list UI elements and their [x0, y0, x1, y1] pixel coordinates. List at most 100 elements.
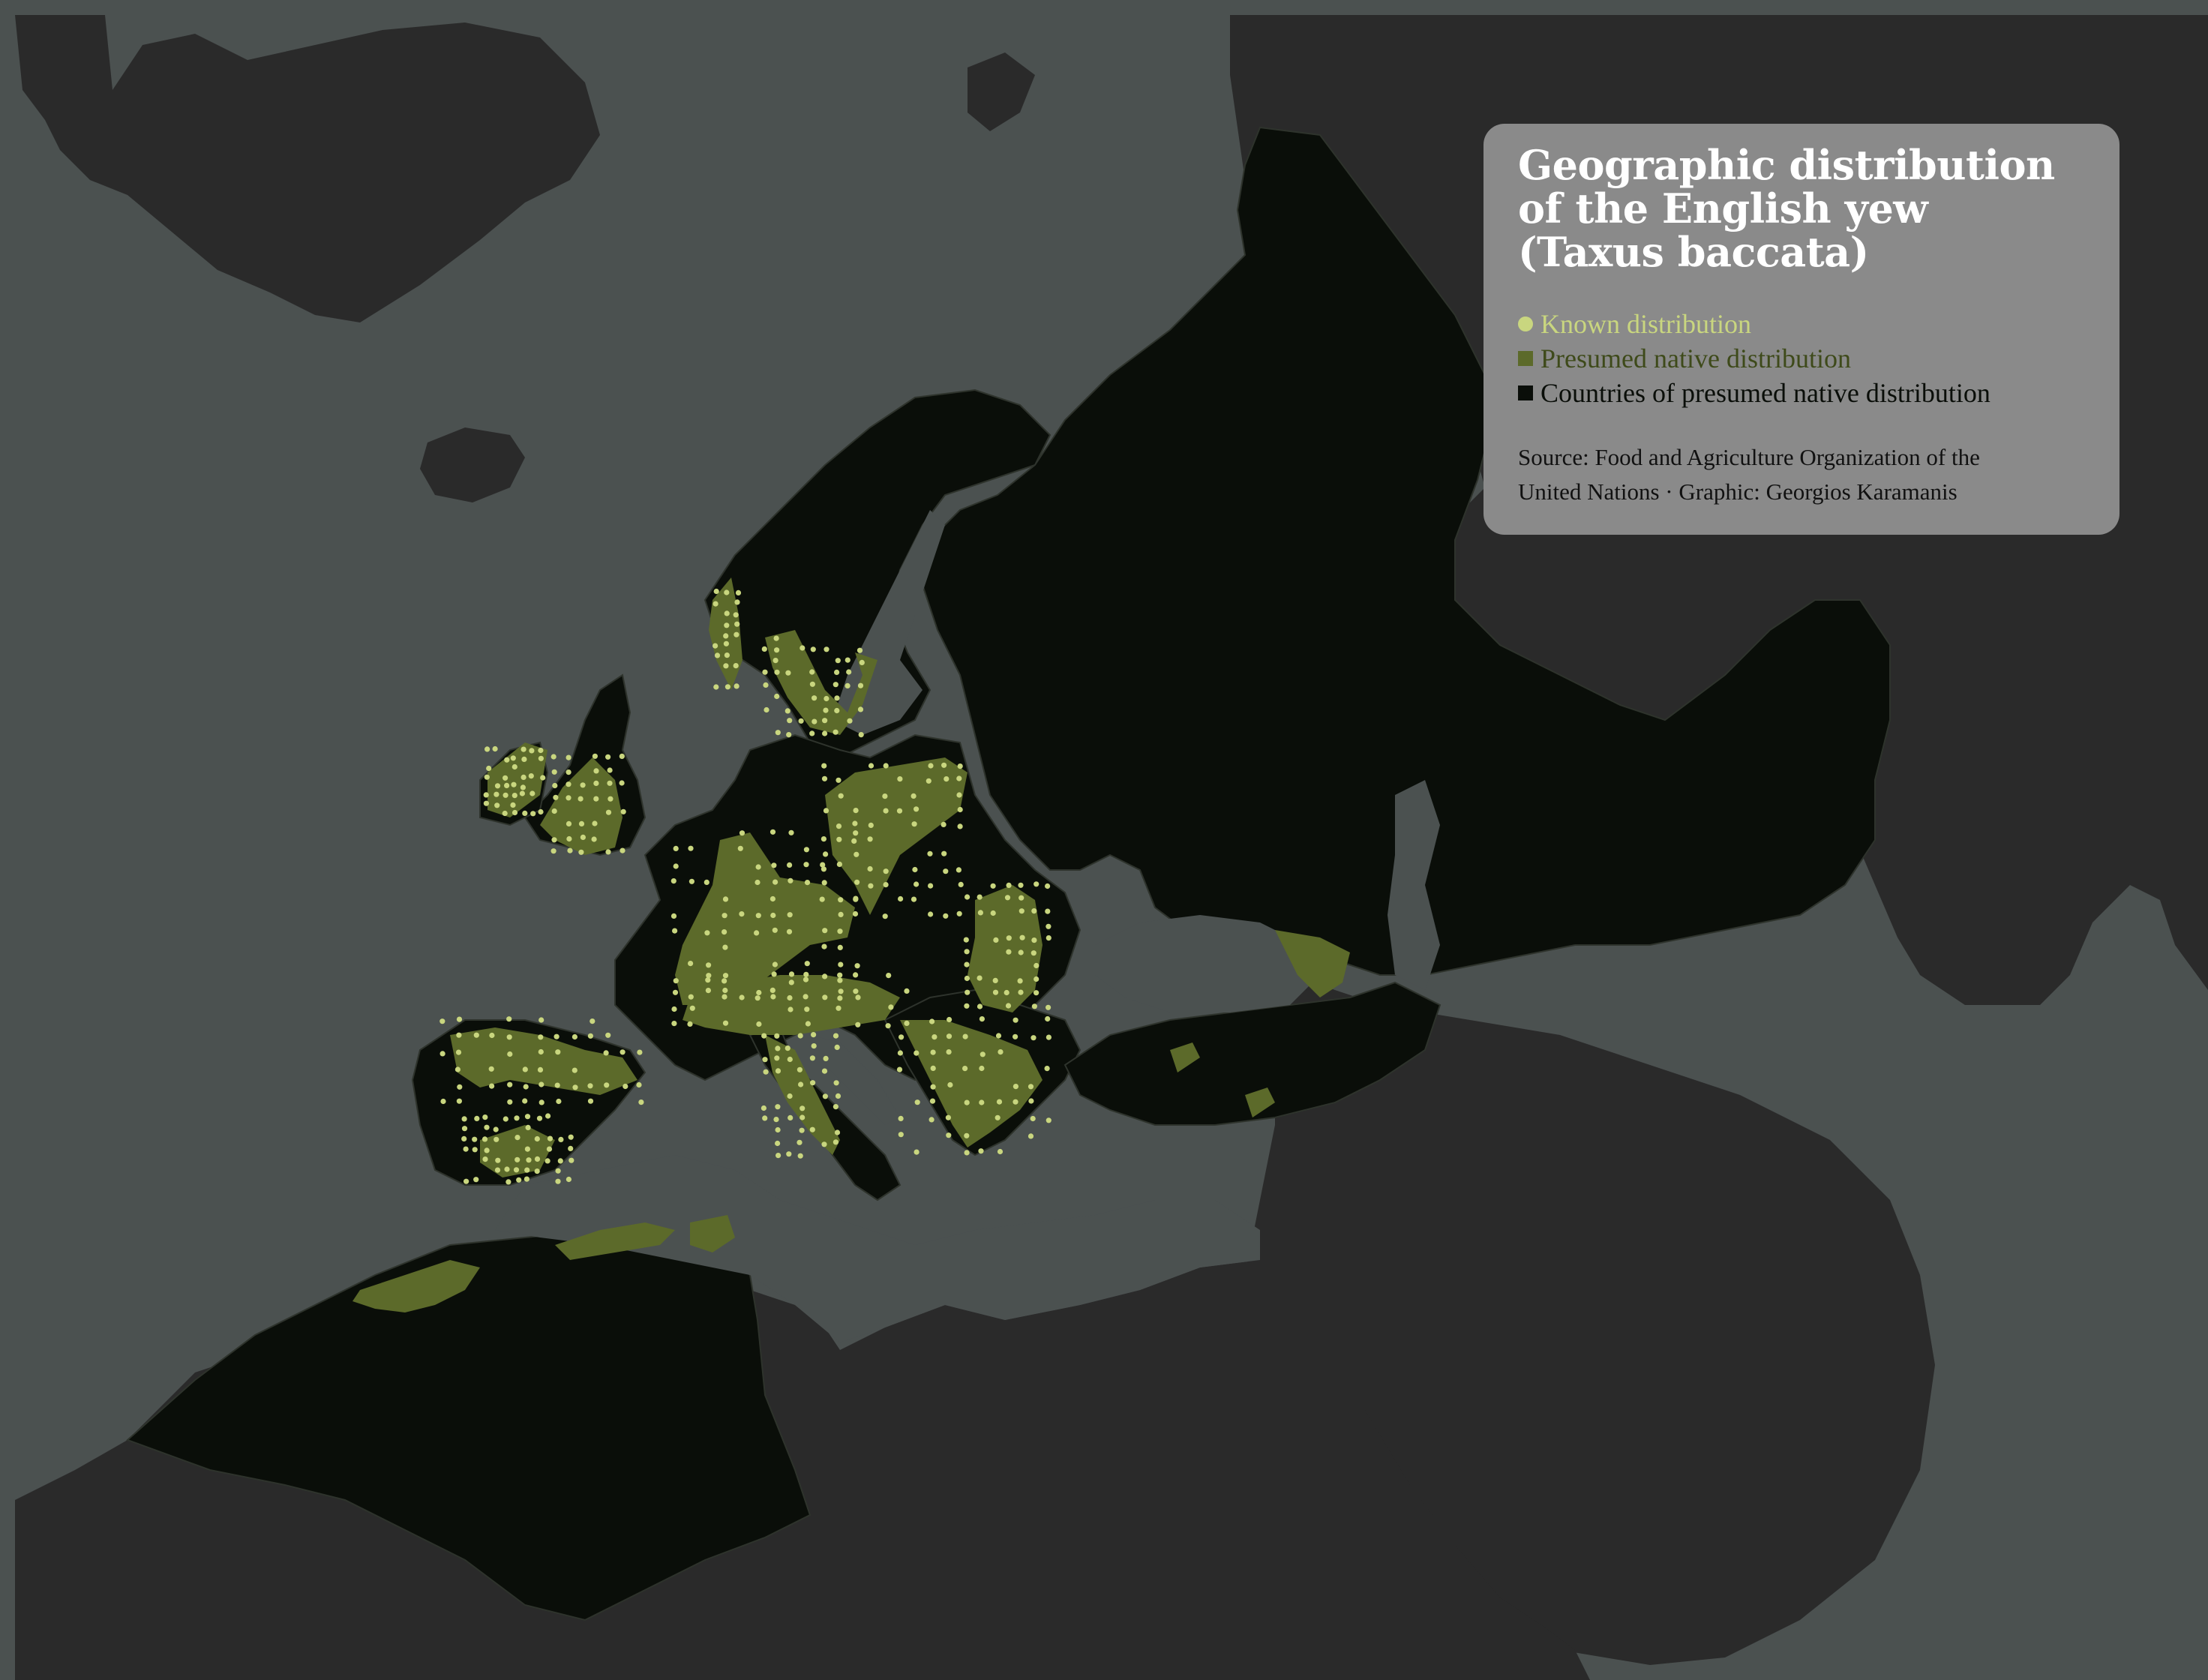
- known-distribution-point: [838, 988, 844, 994]
- known-distribution-point: [482, 1156, 488, 1162]
- known-distribution-point: [494, 1167, 501, 1173]
- known-distribution-point: [1034, 881, 1040, 887]
- known-distribution-point: [572, 1067, 578, 1073]
- known-distribution-point: [926, 778, 932, 784]
- known-distribution-point: [671, 1006, 677, 1012]
- native-range-italy: [765, 1035, 840, 1155]
- known-distribution-point: [713, 684, 719, 690]
- known-distribution-point: [688, 845, 694, 851]
- known-distribution-point: [1005, 1003, 1012, 1009]
- native-range-morocco: [352, 1260, 480, 1312]
- known-distribution-point: [605, 809, 612, 815]
- known-distribution-point: [494, 791, 500, 797]
- native-range-algeria: [555, 1222, 675, 1260]
- known-distribution-point: [844, 682, 850, 689]
- known-distribution-point: [1030, 1115, 1036, 1122]
- svalbard-landmass: [968, 52, 1035, 131]
- known-distribution-point: [838, 793, 844, 799]
- known-distribution-point: [822, 730, 828, 736]
- known-distribution-point: [580, 782, 586, 788]
- known-distribution-point: [964, 894, 970, 900]
- known-distribution-point: [834, 1130, 841, 1136]
- known-distribution-point: [1034, 962, 1040, 969]
- black-sea: [1095, 915, 1320, 1012]
- known-distribution-point: [775, 1126, 781, 1133]
- mediterranean-sea: [495, 1155, 1260, 1342]
- square-marker-icon: [1518, 386, 1533, 400]
- known-distribution-point: [592, 753, 598, 759]
- known-distribution-point: [868, 822, 874, 828]
- known-distribution-point: [797, 1033, 803, 1039]
- known-distribution-point: [883, 882, 889, 888]
- known-distribution-point: [555, 1049, 561, 1055]
- square-marker-icon: [1518, 351, 1533, 366]
- known-distribution-point: [774, 647, 780, 653]
- known-distribution-point: [910, 896, 917, 902]
- known-distribution-point: [670, 913, 677, 919]
- known-distribution-point: [929, 1018, 935, 1024]
- known-distribution-point: [800, 645, 806, 651]
- known-distribution-point: [494, 1136, 500, 1142]
- known-distribution-point: [704, 930, 710, 936]
- known-distribution-point: [762, 1057, 768, 1063]
- known-distribution-point: [534, 1168, 540, 1174]
- known-distribution-point: [739, 994, 745, 1000]
- known-distribution-point: [607, 780, 613, 786]
- known-distribution-point: [979, 1065, 985, 1072]
- native-range-turkey-2: [1245, 1088, 1275, 1118]
- known-distribution-point: [896, 808, 903, 814]
- known-distribution-point: [883, 763, 889, 769]
- known-distribution-point: [846, 669, 852, 675]
- circle-marker-icon: [1518, 316, 1533, 332]
- known-distribution-point: [897, 776, 903, 782]
- known-distribution-point: [856, 647, 863, 653]
- known-distribution-point: [712, 601, 718, 607]
- known-distribution-point: [964, 1003, 970, 1009]
- known-distribution-point: [799, 1127, 805, 1133]
- known-distribution-point: [689, 1005, 695, 1011]
- known-distribution-point: [688, 878, 695, 884]
- known-distribution-point: [687, 1021, 693, 1027]
- known-distribution-point: [772, 962, 778, 968]
- known-distribution-point: [772, 879, 778, 885]
- known-distribution-point: [723, 663, 729, 669]
- legend-item-native: Presumed native distribution: [1518, 341, 2085, 376]
- known-distribution-point: [1031, 938, 1037, 944]
- known-distribution-point: [733, 612, 739, 618]
- known-distribution-point: [483, 800, 490, 806]
- known-distribution-point: [822, 1094, 828, 1100]
- known-distribution-point: [605, 754, 611, 760]
- known-distribution-point: [473, 1032, 479, 1038]
- known-distribution-point: [1034, 990, 1040, 996]
- known-distribution-point: [882, 794, 888, 800]
- known-distribution-point: [723, 633, 729, 639]
- known-distribution-point: [723, 640, 730, 646]
- known-distribution-point: [510, 755, 516, 761]
- known-distribution-point: [734, 621, 740, 627]
- known-distribution-point: [822, 994, 828, 1000]
- known-distribution-point: [821, 880, 827, 886]
- known-distribution-point: [482, 1114, 488, 1120]
- known-distribution-point: [762, 1115, 768, 1121]
- known-distribution-point: [590, 1018, 596, 1024]
- known-distribution-point: [882, 914, 888, 920]
- known-distribution-point: [833, 1080, 839, 1086]
- known-distribution-point: [513, 1167, 520, 1173]
- baltic-sea: [832, 510, 945, 735]
- known-distribution-point: [1006, 935, 1012, 941]
- known-distribution-point: [754, 879, 760, 886]
- known-distribution-point: [964, 962, 970, 968]
- known-distribution-point: [832, 1033, 839, 1039]
- known-distribution-point: [785, 670, 791, 676]
- known-distribution-point: [834, 669, 840, 676]
- known-distribution-point: [1017, 978, 1023, 984]
- known-distribution-point: [551, 837, 557, 843]
- known-distribution-point: [706, 973, 712, 979]
- known-distribution-point: [823, 1055, 829, 1061]
- known-distribution-point: [904, 988, 910, 994]
- known-distribution-point: [538, 1034, 544, 1040]
- known-distribution-point: [673, 863, 679, 869]
- known-distribution-point: [786, 1151, 792, 1157]
- known-distribution-point: [853, 830, 859, 836]
- iceland-landmass: [420, 428, 525, 502]
